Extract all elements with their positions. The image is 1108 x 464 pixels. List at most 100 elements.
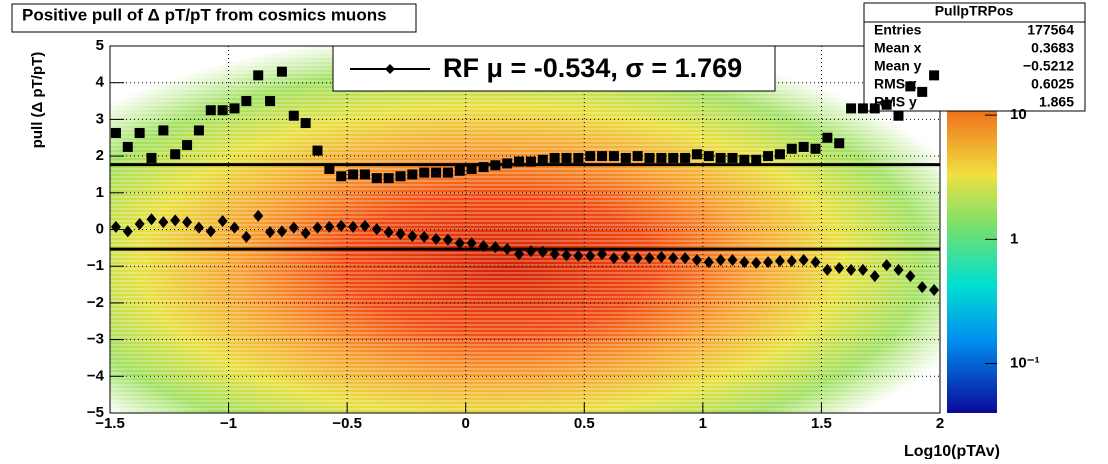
square-marker — [632, 151, 643, 162]
diamond-marker — [312, 221, 323, 234]
square-marker — [170, 149, 181, 160]
square-marker — [869, 103, 880, 114]
square-marker — [549, 152, 560, 163]
square-marker — [703, 151, 714, 162]
z-tick-label: 1 — [1010, 230, 1018, 247]
square-marker — [241, 96, 252, 107]
diamond-marker — [122, 225, 133, 238]
square-marker — [668, 152, 679, 163]
diamond-marker — [739, 256, 750, 269]
diamond-marker — [146, 213, 157, 226]
square-marker — [680, 152, 691, 163]
stats-key: Entries — [874, 22, 922, 38]
diamond-marker — [514, 248, 525, 261]
square-marker — [881, 99, 892, 110]
y-tick-label: 1 — [96, 184, 104, 201]
diamond-marker — [158, 216, 169, 229]
square-marker — [751, 154, 762, 165]
diamond-marker — [905, 270, 916, 283]
square-marker — [466, 163, 477, 174]
square-marker — [585, 151, 596, 162]
diamond-marker — [371, 223, 382, 236]
diamond-marker — [395, 227, 406, 240]
square-marker — [217, 105, 228, 116]
diamond-marker — [205, 225, 216, 238]
square-marker — [739, 154, 750, 165]
square-marker — [300, 118, 311, 129]
x-tick-label: 0.5 — [574, 415, 595, 432]
y-tick-label: −5 — [87, 404, 104, 421]
square-marker — [786, 143, 797, 154]
square-marker — [561, 152, 572, 163]
diamond-marker — [134, 217, 145, 230]
stats-value: 177564 — [1027, 22, 1074, 38]
diamond-marker — [288, 221, 299, 234]
square-marker — [312, 145, 323, 156]
square-marker — [763, 151, 774, 162]
diamond-marker — [834, 262, 845, 275]
square-marker — [715, 152, 726, 163]
x-tick-label: −1.5 — [95, 415, 125, 432]
diamond-marker — [537, 245, 548, 258]
square-marker — [727, 152, 738, 163]
x-tick-label: 0 — [462, 415, 470, 432]
square-marker — [431, 167, 442, 178]
square-marker — [822, 132, 833, 143]
stats-value: 1.865 — [1039, 94, 1074, 110]
diamond-marker — [727, 253, 738, 266]
diamond-marker — [798, 253, 809, 266]
square-marker — [265, 96, 276, 107]
title-box — [11, 3, 417, 33]
diamond-marker — [454, 237, 465, 250]
square-marker — [691, 149, 702, 160]
diamond-marker — [929, 284, 940, 297]
square-marker — [834, 138, 845, 149]
square-marker — [537, 154, 548, 165]
z-tick-label: 10 — [1010, 106, 1027, 123]
diamond-marker — [549, 248, 560, 261]
diamond-marker — [253, 209, 264, 222]
square-marker — [110, 127, 121, 138]
diamond-marker — [276, 225, 287, 238]
diamond-marker — [525, 245, 536, 258]
y-tick-label: −1 — [87, 257, 104, 274]
diamond-marker — [300, 227, 311, 240]
diamond-marker — [170, 214, 181, 227]
heatmap-texture — [110, 46, 940, 413]
square-marker — [893, 110, 904, 121]
y-tick-label: 4 — [96, 74, 105, 91]
x-tick-label: −1 — [220, 415, 237, 432]
square-marker — [597, 151, 608, 162]
diamond-marker — [324, 220, 335, 233]
y-axis-label: pull (Δ pT/pT) — [29, 52, 46, 149]
stats-value: 0.3683 — [1031, 40, 1074, 56]
z-tick-label: 10⁻¹ — [1010, 355, 1040, 372]
square-marker — [525, 156, 536, 167]
square-marker — [229, 103, 240, 114]
square-marker — [336, 171, 347, 182]
diamond-marker — [182, 216, 193, 229]
diamond-marker — [822, 263, 833, 276]
square-marker — [810, 143, 821, 154]
square-marker — [395, 171, 406, 182]
diamond-marker — [846, 263, 857, 276]
diamond-marker — [336, 219, 347, 232]
diamond-marker — [668, 252, 679, 265]
diamond-marker — [359, 219, 370, 232]
square-marker — [419, 167, 430, 178]
legend-label: RF μ = -0.534, σ = 1.769 — [443, 53, 742, 83]
square-marker — [917, 86, 928, 97]
square-marker — [205, 105, 216, 116]
diamond-marker — [217, 215, 228, 228]
diamond-marker — [656, 251, 667, 264]
square-marker — [324, 163, 335, 174]
legend-marker — [385, 64, 395, 74]
diamond-marker — [751, 256, 762, 269]
diamond-marker — [786, 255, 797, 268]
diamond-marker — [383, 226, 394, 239]
x-axis-label: Log10(pTAv) — [904, 443, 1000, 459]
y-tick-label: 2 — [96, 147, 104, 164]
diamond-marker — [502, 242, 513, 255]
square-marker — [774, 149, 785, 160]
y-tick-label: −3 — [87, 331, 104, 348]
